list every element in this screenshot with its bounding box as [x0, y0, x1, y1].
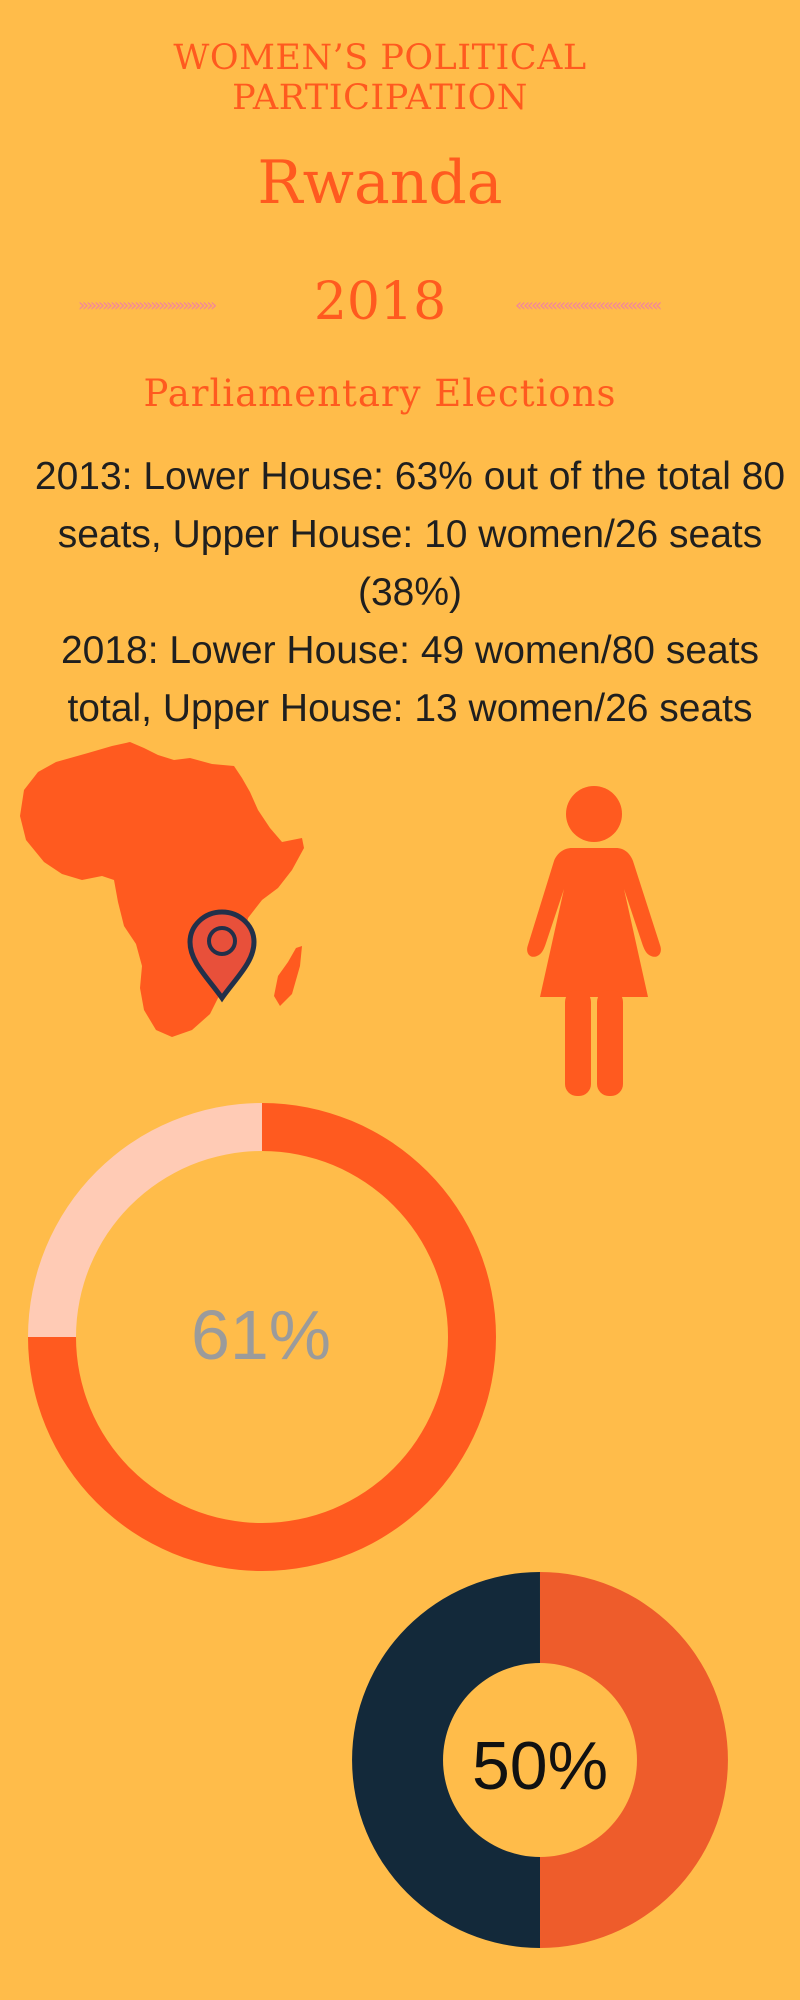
madagascar-shape [274, 946, 302, 1006]
divider-right: «««««««««««««««««« [515, 295, 662, 316]
title-line-2: PARTICIPATION [232, 78, 528, 118]
ring-chart [28, 1103, 496, 1571]
africa-map-icon [20, 742, 304, 1037]
infographic-title: WOMEN’S POLITICAL PARTICIPATION [0, 38, 760, 118]
divider-left: »»»»»»»»»»»»»»»»» [78, 295, 217, 316]
donut-chart [352, 1572, 728, 1948]
ring-chart-segment-1 [28, 1103, 262, 1337]
donut-chart-segment-0 [540, 1572, 728, 1948]
country-name: Rwanda [257, 148, 503, 218]
subtitle: Parliamentary Elections [143, 372, 617, 415]
stats-2013: 2013: Lower House: 63% out of the total … [34, 455, 786, 614]
year-label: 2018 [313, 272, 447, 332]
stats-text: 2013: Lower House: 63% out of the total … [20, 448, 800, 738]
donut-chart-segment-1 [352, 1572, 540, 1948]
title-line-1: WOMEN’S POLITICAL [173, 38, 587, 78]
location-pin-icon [187, 909, 257, 1003]
woman-icon [527, 786, 661, 1096]
ring-chart-label: 61% [190, 1296, 332, 1374]
africa-shape [20, 742, 304, 1037]
stats-2018: 2018: Lower House: 49 women/80 seats tot… [60, 629, 760, 730]
donut-chart-label: 50% [471, 1728, 609, 1804]
